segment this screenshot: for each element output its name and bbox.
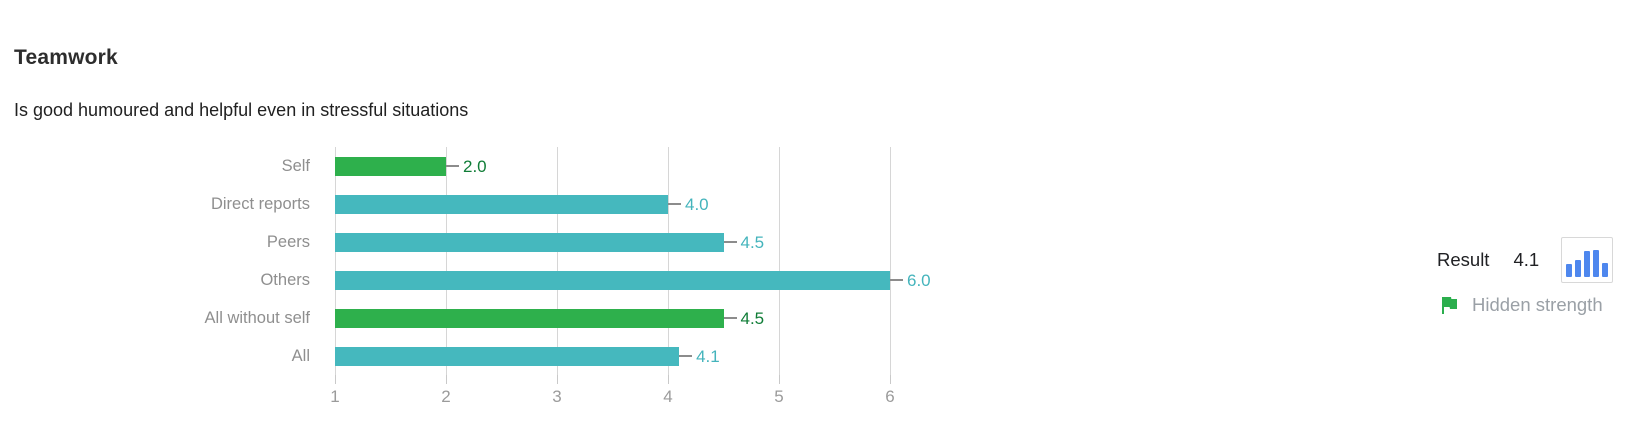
result-value: 4.1 (1513, 249, 1540, 270)
result-row: Result 4.1 (1437, 237, 1614, 283)
value-connector-all-without-self (723, 317, 737, 319)
chart-row-peers: Peers 4.5 (0, 223, 960, 261)
bar-others (335, 270, 890, 290)
value-label-others: 6.0 (907, 270, 931, 290)
tick-label-1: 1 (330, 387, 340, 406)
category-label-direct-reports: Direct reports (210, 195, 310, 213)
mini-chart-bar-4 (1593, 250, 1600, 277)
value-connector-others (890, 279, 903, 281)
chart-row-self: Self 2.0 (0, 147, 960, 185)
tick-mark-6 (890, 375, 891, 384)
tick-mark-5 (779, 375, 780, 384)
gridline-3 (557, 147, 558, 375)
gridline-1 (335, 147, 336, 375)
bar-direct-reports (335, 194, 668, 214)
bar-all-without-self (335, 308, 724, 328)
chart-row-all: All 4.1 (0, 337, 960, 375)
category-label-self: Self (281, 157, 310, 175)
value-connector-all (679, 355, 693, 357)
mini-chart-bar-3 (1584, 251, 1591, 277)
distribution-chart-icon[interactable] (1561, 237, 1614, 283)
chart-row-direct-reports: Direct reports 4.0 (0, 185, 960, 223)
hidden-strength-badge: Hidden strength (1437, 293, 1603, 317)
chart-row-all-without-self: All without self 4.5 (0, 299, 960, 337)
value-connector-self (446, 165, 459, 167)
category-label-all: All (291, 347, 310, 365)
category-label-all-without-self: All without self (204, 309, 310, 327)
mini-chart-bar-1 (1566, 264, 1573, 277)
bar-all (335, 346, 680, 366)
chart-row-others: Others 6.0 (0, 261, 960, 299)
result-label: Result (1437, 249, 1490, 270)
tick-label-5: 5 (774, 387, 784, 406)
tick-mark-2 (446, 375, 447, 384)
value-label-self: 2.0 (463, 156, 487, 176)
tick-label-3: 3 (552, 387, 562, 406)
bar-peers (335, 232, 724, 252)
tick-mark-4 (668, 375, 669, 384)
value-label-all: 4.1 (696, 346, 720, 366)
value-label-peers: 4.5 (740, 232, 765, 252)
tick-label-6: 6 (885, 387, 895, 406)
value-label-all-without-self: 4.5 (740, 308, 765, 328)
category-label-peers: Peers (266, 233, 310, 251)
tick-label-2: 2 (441, 387, 451, 406)
gridline-4 (668, 147, 669, 375)
mini-chart-bar-5 (1602, 263, 1609, 277)
gridline-5 (779, 147, 780, 375)
question-subtitle: Is good humoured and helpful even in str… (14, 100, 469, 120)
badge-label: Hidden strength (1472, 294, 1603, 315)
page-title: Teamwork (14, 46, 118, 69)
value-connector-direct-reports (668, 203, 681, 205)
teamwork-bar-chart: 1 2 3 4 5 6 Self 2.0 Direct reports 4.0 Peers 4.5 Ot… (0, 147, 960, 407)
value-connector-peers (723, 241, 737, 243)
bar-self (335, 156, 446, 176)
tick-mark-3 (557, 375, 558, 384)
value-label-direct-reports: 4.0 (685, 194, 709, 214)
tick-label-4: 4 (663, 387, 673, 406)
gridline-2 (446, 147, 447, 375)
tick-mark-1 (335, 375, 336, 384)
gridline-6 (890, 147, 891, 375)
category-label-others: Others (260, 271, 310, 289)
flag-icon (1442, 297, 1457, 314)
mini-chart-bar-2 (1575, 260, 1582, 277)
